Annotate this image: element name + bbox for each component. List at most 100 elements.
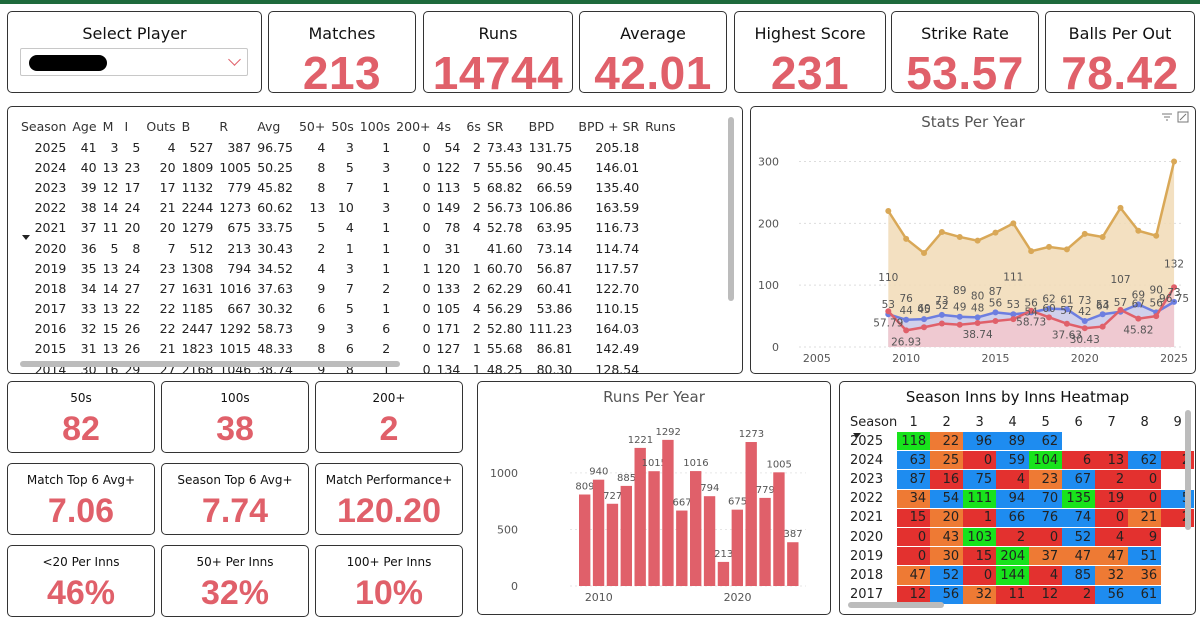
heatmap-cell[interactable]: 52 [930, 566, 964, 585]
heatmap-row[interactable]: 2025 118 22 96 89 62 [846, 432, 1194, 451]
heatmap-cell[interactable]: 87 [897, 470, 931, 489]
heatmap-cell[interactable]: 15 [963, 547, 997, 566]
heatmap-cell[interactable]: 4 [1029, 566, 1063, 585]
heatmap-cell[interactable] [1161, 528, 1194, 546]
horizontal-scrollbar[interactable] [848, 602, 944, 608]
heatmap-cell[interactable] [1095, 432, 1128, 450]
heatmap-cell[interactable]: 62 [1029, 432, 1063, 451]
heatmap-cell[interactable]: 6 [1062, 451, 1096, 470]
heatmap-cell[interactable]: 0 [1029, 527, 1063, 547]
filter-icon[interactable] [1161, 112, 1173, 122]
heatmap-row[interactable]: 2020 0 43 103 2 0 52 4 9 [846, 527, 1194, 547]
heatmap-cell[interactable]: 94 [996, 489, 1030, 508]
heatmap-cell[interactable]: 75 [963, 470, 997, 489]
heatmap-cell[interactable]: 89 [996, 432, 1030, 451]
table-row[interactable]: 2020 36 5 8 7 512 213 30.43 2 1 1 0 31 41.60 73.14 114.… [18, 238, 679, 258]
heatmap-row[interactable]: 2017 12 56 32 11 12 2 56 61 [846, 585, 1194, 604]
heatmap-cell[interactable]: 2 [996, 527, 1030, 547]
heatmap-cell[interactable]: 2 [1095, 470, 1129, 489]
heatmap-cell[interactable]: 0 [1095, 508, 1129, 527]
heatmap-cell[interactable]: 32 [963, 585, 997, 604]
heatmap-cell[interactable]: 43 [930, 527, 964, 547]
heatmap-cell[interactable] [1128, 432, 1161, 450]
heatmap-cell[interactable]: 52 [1062, 527, 1096, 547]
heatmap-cell[interactable]: 13 [1095, 451, 1129, 470]
column-header[interactable]: 6s [466, 118, 481, 134]
heatmap-cell[interactable]: 0 [963, 566, 997, 585]
sort-desc-icon[interactable] [852, 432, 862, 440]
focus-mode-icon[interactable] [1177, 111, 1189, 123]
heatmap-cell[interactable]: 67 [1062, 470, 1096, 489]
heatmap-cell[interactable]: 11 [996, 585, 1030, 604]
heatmap-col-header[interactable]: 9 [1173, 414, 1182, 430]
table-row[interactable]: 2018 34 14 27 27 1631 1016 37.63 9 7 2 0 133 2 62.29 60… [18, 278, 679, 298]
sort-desc-icon[interactable] [21, 234, 31, 242]
heatmap-cell[interactable] [1161, 586, 1194, 604]
heatmap-cell[interactable]: 0 [897, 527, 931, 547]
heatmap-cell[interactable] [1062, 432, 1095, 450]
heatmap-cell[interactable]: 21 [1128, 508, 1162, 527]
heatmap-cell[interactable]: 85 [1062, 566, 1096, 585]
heatmap-cell[interactable]: 56 [930, 585, 964, 604]
heatmap-cell[interactable]: 63 [897, 451, 931, 470]
heatmap-cell[interactable]: 103 [963, 527, 997, 547]
heatmap-cell[interactable]: 47 [1062, 547, 1096, 566]
vertical-scrollbar[interactable] [728, 117, 734, 301]
column-header[interactable]: Runs [645, 118, 676, 134]
heatmap-cell[interactable]: 15 [897, 508, 931, 527]
column-header[interactable]: BPD [528, 118, 555, 134]
column-header[interactable]: SR [486, 118, 504, 134]
heatmap-cell[interactable]: 51 [1128, 547, 1162, 566]
heatmap-cell[interactable]: 12 [1029, 585, 1063, 604]
column-header[interactable]: Age [72, 118, 97, 134]
heatmap-cell[interactable]: 1 [963, 508, 997, 527]
heatmap-cell[interactable]: 0 [897, 547, 931, 566]
heatmap-row[interactable]: 2018 47 52 0 144 4 85 32 36 [846, 566, 1194, 585]
vertical-scrollbar[interactable] [1185, 410, 1191, 530]
heatmap-cell[interactable]: 30 [930, 547, 964, 566]
heatmap-col-header[interactable]: 4 [1008, 414, 1017, 430]
table-row[interactable]: 2016 32 15 26 22 2447 1292 58.73 9 3 6 0 171 2 52.80 11… [18, 319, 679, 339]
column-header[interactable]: Outs [146, 118, 176, 134]
heatmap-cell[interactable]: 2 [1062, 585, 1096, 604]
column-header[interactable]: M [102, 118, 114, 134]
heatmap-cell[interactable]: 70 [1029, 489, 1063, 508]
table-row[interactable]: 2021 37 11 20 20 1279 675 33.75 5 4 1 0 78 4 52.78 63.9… [18, 218, 679, 238]
column-header[interactable]: 50s [331, 118, 354, 134]
heatmap-cell[interactable]: 204 [996, 547, 1030, 566]
table-row[interactable]: 2023 39 12 17 17 1132 779 45.82 8 7 1 0 113 5 68.82 66.… [18, 177, 679, 197]
heatmap-cell[interactable]: 36 [1128, 566, 1162, 585]
heatmap-cell[interactable]: 20 [930, 508, 964, 527]
heatmap-col-header[interactable]: 2 [942, 414, 951, 430]
table-row[interactable]: 2017 33 13 22 22 1185 667 30.32 6 5 1 0 105 4 56.29 53.… [18, 299, 679, 319]
column-header[interactable]: 4s [436, 118, 451, 134]
heatmap-cell[interactable]: 74 [1062, 508, 1096, 527]
heatmap-cell[interactable]: 32 [1095, 566, 1129, 585]
heatmap-cell[interactable]: 0 [963, 451, 997, 470]
table-row[interactable]: 2014 30 16 29 27 2168 1046 38.74 9 8 1 0 134 1 48.25 80… [18, 359, 679, 373]
heatmap-cell[interactable]: 144 [996, 566, 1030, 585]
heatmap-cell[interactable]: 19 [1095, 489, 1129, 508]
heatmap-col-header[interactable]: 7 [1107, 414, 1116, 430]
heatmap-row[interactable]: 2019 0 30 15 204 37 47 47 51 [846, 547, 1194, 566]
heatmap-col-header[interactable]: 8 [1140, 414, 1149, 430]
heatmap-cell[interactable]: 34 [897, 489, 931, 508]
heatmap-cell[interactable]: 56 [1095, 585, 1129, 604]
column-header[interactable]: I [124, 118, 129, 134]
heatmap-cell[interactable]: 9 [1128, 527, 1162, 547]
heatmap-cell[interactable]: 54 [930, 489, 964, 508]
player-dropdown[interactable] [20, 48, 248, 76]
heatmap-col-header[interactable]: 5 [1041, 414, 1050, 430]
heatmap-row[interactable]: 2023 87 16 75 4 23 67 2 0 [846, 470, 1194, 489]
chevron-down-icon[interactable] [228, 53, 241, 66]
heatmap-cell[interactable]: 23 [1029, 470, 1063, 489]
heatmap-cell[interactable]: 4 [996, 470, 1030, 489]
column-header[interactable]: R [219, 118, 229, 134]
table-row[interactable]: 2025 41 3 5 4 527 387 96.75 4 3 1 0 54 2 73.43 131.75 20… [18, 137, 679, 157]
table-row[interactable]: 2024 40 13 23 20 1809 1005 50.25 8 5 3 0 122 7 55.56 90… [18, 157, 679, 177]
column-header[interactable]: B [181, 118, 191, 134]
heatmap-cell[interactable]: 66 [996, 508, 1030, 527]
column-header[interactable]: 100s [359, 118, 391, 134]
